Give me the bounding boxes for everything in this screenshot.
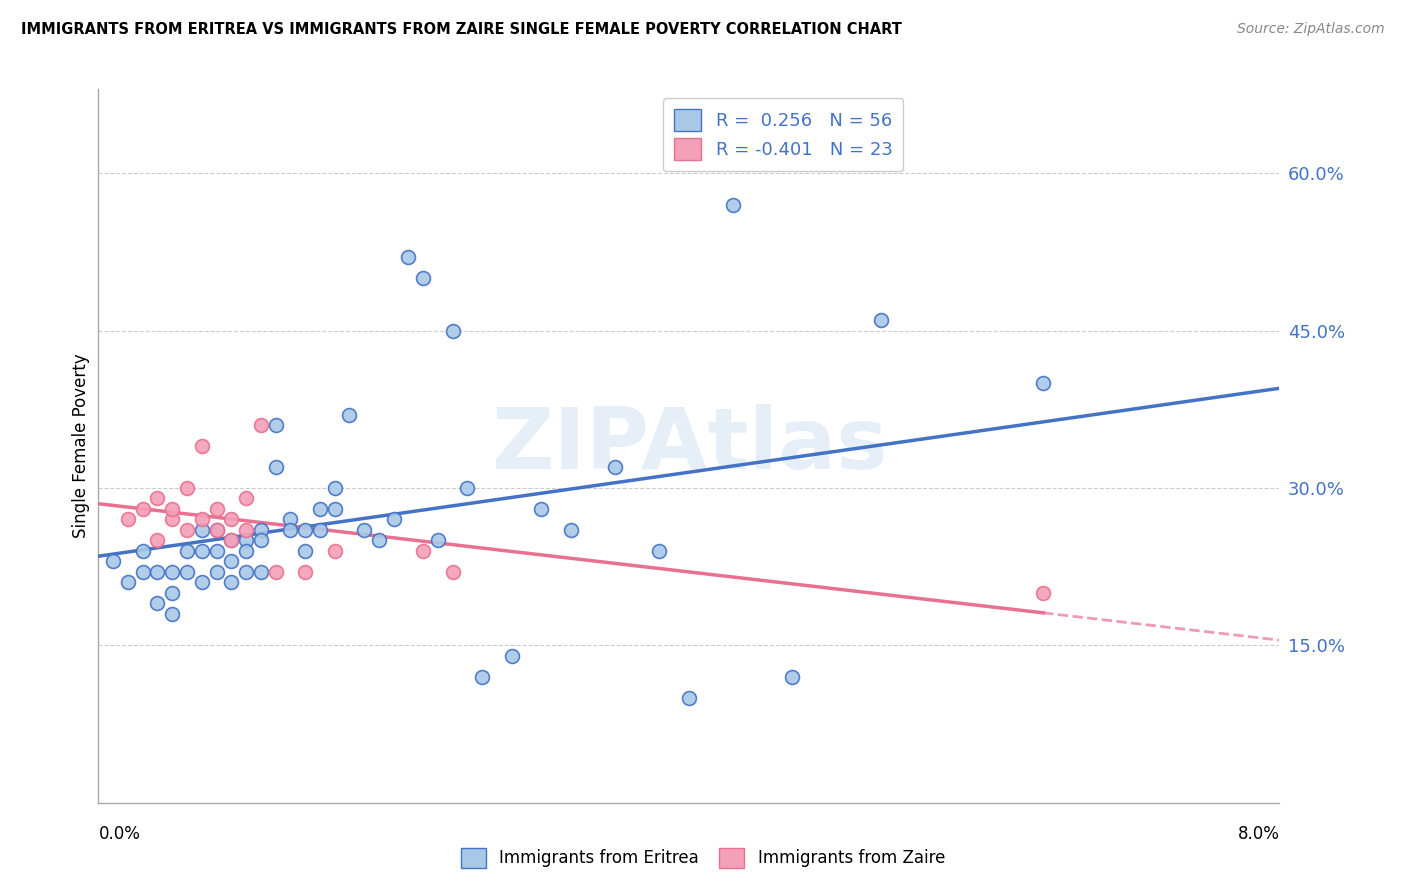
Point	[264, 460, 287, 475]
Point	[264, 565, 287, 579]
Point	[337, 408, 360, 422]
Point	[205, 565, 228, 579]
Legend: Immigrants from Eritrea, Immigrants from Zaire: Immigrants from Eritrea, Immigrants from…	[454, 841, 952, 875]
Point	[294, 565, 316, 579]
Point	[426, 533, 449, 548]
Point	[323, 502, 346, 516]
Point	[132, 502, 155, 516]
Point	[235, 523, 257, 537]
Point	[721, 197, 744, 211]
Point	[250, 417, 273, 432]
Point	[205, 523, 228, 537]
Point	[250, 533, 273, 548]
Point	[235, 491, 257, 506]
Point	[146, 596, 169, 610]
Point	[219, 512, 242, 526]
Point	[191, 439, 214, 453]
Legend: R =  0.256   N = 56, R = -0.401   N = 23: R = 0.256 N = 56, R = -0.401 N = 23	[664, 98, 904, 171]
Point	[264, 417, 287, 432]
Point	[176, 544, 198, 558]
Point	[441, 324, 464, 338]
Point	[605, 460, 627, 475]
Point	[1032, 376, 1054, 390]
Point	[205, 523, 228, 537]
Point	[441, 565, 464, 579]
Point	[367, 533, 389, 548]
Point	[471, 670, 494, 684]
Point	[530, 502, 553, 516]
Point	[382, 512, 405, 526]
Point	[205, 502, 228, 516]
Point	[278, 512, 302, 526]
Text: Source: ZipAtlas.com: Source: ZipAtlas.com	[1237, 22, 1385, 37]
Point	[191, 512, 214, 526]
Point	[294, 523, 316, 537]
Point	[162, 586, 183, 600]
Point	[235, 533, 257, 548]
Point	[235, 565, 257, 579]
Text: 8.0%: 8.0%	[1237, 825, 1279, 843]
Point	[412, 271, 434, 285]
Point	[146, 533, 169, 548]
Point	[648, 544, 671, 558]
Point	[456, 481, 478, 495]
Point	[146, 565, 169, 579]
Point	[132, 565, 155, 579]
Point	[308, 502, 332, 516]
Point	[560, 523, 582, 537]
Point	[396, 250, 419, 264]
Point	[205, 544, 228, 558]
Point	[308, 523, 332, 537]
Text: ZIPAtlas: ZIPAtlas	[491, 404, 887, 488]
Point	[191, 575, 214, 590]
Text: 0.0%: 0.0%	[98, 825, 141, 843]
Point	[323, 481, 346, 495]
Point	[501, 648, 523, 663]
Point	[219, 554, 242, 568]
Point	[219, 575, 242, 590]
Point	[117, 512, 139, 526]
Point	[103, 554, 125, 568]
Point	[294, 544, 316, 558]
Y-axis label: Single Female Poverty: Single Female Poverty	[72, 354, 90, 538]
Point	[219, 533, 242, 548]
Point	[176, 481, 198, 495]
Point	[132, 544, 155, 558]
Point	[278, 523, 302, 537]
Point	[117, 575, 139, 590]
Point	[678, 690, 700, 705]
Point	[191, 523, 214, 537]
Point	[353, 523, 375, 537]
Point	[235, 544, 257, 558]
Point	[250, 565, 273, 579]
Point	[219, 533, 242, 548]
Point	[250, 523, 273, 537]
Point	[176, 523, 198, 537]
Point	[323, 544, 346, 558]
Point	[162, 512, 183, 526]
Point	[869, 313, 891, 327]
Point	[412, 544, 434, 558]
Point	[162, 607, 183, 621]
Point	[146, 491, 169, 506]
Point	[162, 565, 183, 579]
Point	[1032, 586, 1054, 600]
Text: IMMIGRANTS FROM ERITREA VS IMMIGRANTS FROM ZAIRE SINGLE FEMALE POVERTY CORRELATI: IMMIGRANTS FROM ERITREA VS IMMIGRANTS FR…	[21, 22, 903, 37]
Point	[176, 565, 198, 579]
Point	[162, 502, 183, 516]
Point	[191, 544, 214, 558]
Point	[782, 670, 804, 684]
